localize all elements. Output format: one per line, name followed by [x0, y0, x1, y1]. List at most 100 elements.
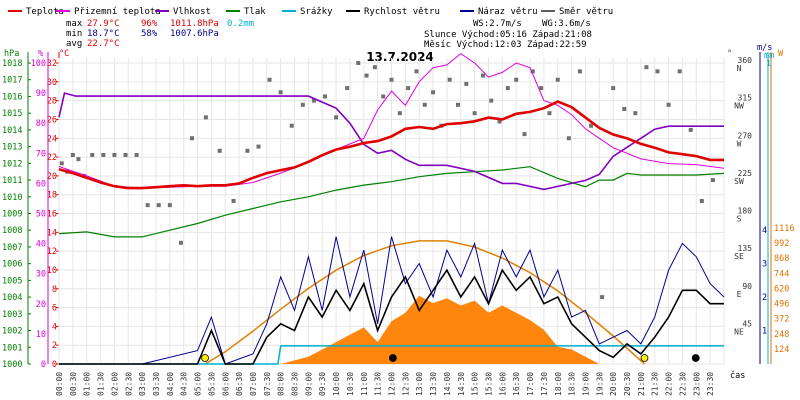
wind-direction-point — [566, 136, 571, 141]
dir-tick-value: 360 — [738, 56, 753, 65]
temp-tick-label: 8 — [52, 285, 57, 295]
temp-tick-label: 2 — [52, 341, 57, 351]
wind-direction-point — [145, 203, 150, 208]
x-tick-label: 20:30 — [623, 372, 632, 396]
dir-tick-name: NW — [734, 102, 744, 111]
wm2-tick-label: 248 — [774, 330, 789, 340]
wind-direction-point — [323, 94, 327, 99]
pct-tick-label: 10 — [36, 330, 46, 340]
x-tick-label: 09:00 — [304, 372, 313, 396]
wind-direction-point — [710, 178, 715, 183]
wind-direction-point — [356, 61, 361, 65]
pressure-line — [58, 166, 725, 238]
legend-label: Směr větru — [559, 7, 613, 17]
hpa-tick-label: 1000 — [2, 360, 22, 370]
chart-grid — [58, 58, 725, 365]
pct-tick-label: 40 — [36, 240, 46, 250]
wind-direction-point — [431, 90, 436, 95]
legend-label: Tlak — [244, 7, 266, 17]
ms-axis-label: m/s — [757, 43, 772, 53]
dir-tick-name: SE — [734, 252, 744, 261]
temp-tick-label: 30 — [47, 78, 57, 88]
wind-direction-point — [178, 240, 183, 245]
dir-tick-value: 90 — [742, 282, 752, 291]
wind-direction-point — [112, 152, 117, 157]
x-tick-label: 13:30 — [429, 372, 438, 396]
legend-label: Srážky — [300, 7, 333, 17]
hpa-axis-label: hPa — [4, 49, 19, 59]
pct-tick-label: 20 — [36, 300, 46, 310]
temp-tick-label: 18 — [47, 191, 57, 201]
stat-moon: Měsíc Východ:12:03 Západ:22:59 — [424, 40, 587, 50]
hpa-tick-label: 1016 — [2, 92, 22, 102]
x-tick-label: 23:30 — [706, 372, 715, 396]
x-tick-label: 11:00 — [360, 372, 369, 396]
wm2-tick-label: 1116 — [774, 224, 794, 234]
wind-direction-point — [167, 203, 172, 208]
wind-direction-point — [480, 73, 485, 78]
hpa-tick-label: 1014 — [2, 126, 22, 136]
legend-label: Náraz větru — [478, 7, 538, 17]
wind-direction-point — [589, 123, 593, 128]
dir-tick-name: S — [737, 215, 742, 224]
temp-tick-label: 12 — [47, 247, 57, 257]
ms-tick-label: 2 — [762, 293, 767, 303]
x-tick-label: 17:30 — [540, 372, 549, 396]
chart-marks — [58, 52, 725, 365]
stat-sun: Slunce Východ:05:16 Západ:21:08 — [424, 30, 592, 40]
hpa-tick-label: 1002 — [2, 327, 22, 337]
x-axis-label: čas — [730, 370, 745, 381]
hpa-tick-label: 1018 — [2, 59, 22, 69]
temp-tick-label: 20 — [47, 172, 57, 182]
temp-tick-label: 16 — [47, 210, 57, 220]
stat-wind-speed: WS:2.7m/s — [473, 19, 522, 29]
wind-gust-line — [59, 236, 725, 365]
wind-direction-point — [397, 111, 402, 116]
pct-tick-label: 30 — [36, 270, 46, 280]
wind-direction-point — [677, 69, 682, 74]
dir-tick-value: 270 — [738, 131, 753, 140]
sunset-icon — [640, 354, 649, 362]
x-tick-label: 15:00 — [471, 372, 480, 396]
hpa-tick-label: 1017 — [2, 76, 22, 86]
x-tick-label: 23:00 — [692, 372, 701, 396]
temp-tick-label: 6 — [52, 304, 57, 314]
x-tick-label: 08:00 — [277, 372, 286, 396]
wind-direction-point — [289, 123, 294, 128]
wm2-tick-label: 992 — [774, 239, 789, 249]
wind-direction-point — [345, 86, 350, 91]
stat-pressure: 1007.6hPa — [170, 29, 219, 39]
legend-label: Rychlost větru — [364, 7, 440, 17]
x-tick-label: 14:00 — [443, 372, 452, 396]
x-tick-label: 18:00 — [554, 372, 563, 396]
temp-tick-label: 0 — [52, 360, 57, 370]
x-tick-label: 04:00 — [166, 372, 175, 396]
dir-tick-value: 45 — [742, 319, 752, 328]
stat-label: avg — [66, 39, 82, 49]
temp-tick-label: 32 — [47, 59, 57, 69]
pct-tick-label: 70 — [36, 149, 46, 159]
wind-direction-point — [688, 127, 693, 132]
temp-tick-label: 24 — [47, 134, 57, 144]
x-tick-label: 11:30 — [374, 372, 383, 396]
wind-direction-point — [267, 77, 272, 82]
wind-direction-point — [59, 161, 64, 166]
x-tick-label: 19:00 — [581, 372, 590, 396]
wind-direction-point — [381, 94, 386, 99]
wind-direction-point — [600, 295, 605, 300]
hpa-tick-label: 1009 — [2, 210, 22, 220]
legend-label: Teplota — [26, 7, 64, 17]
wm2-tick-label: 744 — [774, 269, 789, 279]
wind-direction-point — [217, 148, 222, 153]
stat-temp: 27.9°C — [87, 19, 120, 29]
wind-direction-point — [245, 148, 250, 153]
theoretical-radiation-line — [204, 240, 646, 365]
dir-tick-name: N — [737, 64, 742, 73]
wind-direction-point — [655, 69, 660, 74]
x-tick-label: 03:00 — [138, 372, 147, 396]
hpa-tick-label: 1008 — [2, 226, 22, 236]
wm2-tick-label: 372 — [774, 315, 789, 325]
stat-temp: 22.7°C — [87, 39, 120, 49]
x-tick-label: 09:30 — [318, 372, 327, 396]
wind-direction-point — [90, 152, 95, 157]
